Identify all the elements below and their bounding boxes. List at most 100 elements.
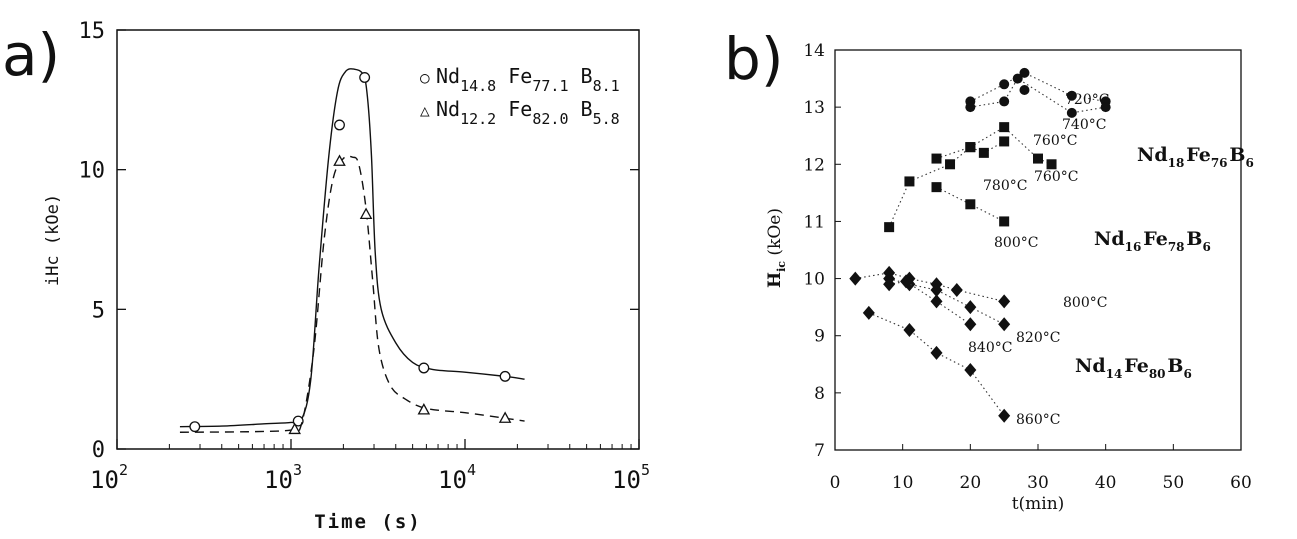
x-tick-label-b: 50 xyxy=(1163,473,1185,493)
x-tick-label-b: 20 xyxy=(960,473,982,493)
data-point-circle-a xyxy=(292,415,304,427)
formula-spacer xyxy=(496,97,508,121)
x-tick-label-a: 103 xyxy=(264,461,302,494)
formula-spacer xyxy=(620,64,632,88)
formula-subscript: 18 xyxy=(1168,156,1185,170)
x-tick-label-b: 30 xyxy=(1027,473,1049,493)
data-point-diamond-b xyxy=(998,294,1011,309)
x-tick-label-b: 40 xyxy=(1095,473,1117,493)
data-point-triangle-a xyxy=(417,403,431,415)
data-point-circle-a xyxy=(418,362,430,374)
composition-label-b: Nd16 Fe78 B6 xyxy=(1094,228,1213,254)
temperature-label-b: 860°C xyxy=(1016,412,1060,428)
x-tick-base-a: 10 xyxy=(264,466,293,494)
data-point-square-b xyxy=(931,182,942,193)
data-point-diamond-b xyxy=(930,294,943,309)
composition-label-b: Nd18 Fe76 B6 xyxy=(1137,144,1256,170)
temperature-label-b: 840°C xyxy=(968,340,1012,356)
formula-subscript: 80 xyxy=(1149,367,1166,381)
legend-marker-a: ○ xyxy=(420,68,430,87)
formula-element: Fe xyxy=(1186,144,1211,166)
data-point-diamond-b xyxy=(930,283,943,297)
data-point-diamond-b xyxy=(903,323,916,337)
formula-spacer xyxy=(568,97,580,121)
data-point-diamond-b xyxy=(950,283,963,297)
data-point-square-b xyxy=(965,199,976,210)
formula-subscript: 16 xyxy=(1125,240,1142,254)
data-point-square-b xyxy=(999,136,1010,147)
y-tick-label-b: 8 xyxy=(814,384,825,404)
formula-element: Nd xyxy=(436,64,460,88)
formula-element: Fe xyxy=(508,64,532,88)
x-tick-label-a: 105 xyxy=(612,461,650,494)
legend-a: ○ Nd14.8 Fe77.1 B8.1 △ Nd12.2 Fe82.0 B5.8 xyxy=(420,64,632,128)
temperature-label-b: 780°C xyxy=(983,178,1027,194)
y-tick-label-b: 10 xyxy=(803,270,825,290)
data-point-circle-a xyxy=(499,370,511,382)
formula-subscript: 5.8 xyxy=(593,110,620,128)
data-point-triangle-a xyxy=(288,422,301,435)
data-point-triangle-a xyxy=(333,154,346,166)
data-point-square-b xyxy=(999,216,1010,227)
x-tick-exp-a: 2 xyxy=(119,461,128,479)
data-point-circle-a xyxy=(334,119,345,131)
y-axis-label-b-sub: ic xyxy=(775,261,788,272)
plot-frame-a xyxy=(116,29,640,450)
data-point-triangle-a xyxy=(359,207,373,220)
data-point-circle-b xyxy=(1019,67,1030,78)
data-point-circle-a xyxy=(189,421,201,433)
formula-subscript: 77.1 xyxy=(532,77,568,95)
data-point-diamond-b xyxy=(883,277,896,292)
formula-element: Nd xyxy=(1094,228,1125,250)
formula-spacer xyxy=(620,97,632,121)
formula-subscript: 8.1 xyxy=(593,77,620,95)
y-tick-label-a: 10 xyxy=(79,159,106,184)
data-point-circle-b xyxy=(1019,85,1030,95)
formula-subscript: 76 xyxy=(1211,156,1228,170)
formula-spacer xyxy=(568,64,580,88)
data-point-circle-b xyxy=(999,96,1010,107)
x-tick-exp-a: 4 xyxy=(467,461,476,479)
y-tick-label-a: 15 xyxy=(79,19,106,44)
temperature-label-b: 720°C xyxy=(1065,92,1109,108)
formula-spacer xyxy=(496,64,508,88)
data-point-diamond-b xyxy=(964,363,977,377)
formula-spacer xyxy=(1192,355,1194,377)
x-axis-label-a: Time (s) xyxy=(314,511,422,533)
data-point-diamond-b xyxy=(998,317,1011,332)
formula-subscript: 82.0 xyxy=(532,110,568,128)
data-point-diamond-b xyxy=(964,300,977,315)
formula-element: B xyxy=(1167,355,1183,377)
temperature-label-b: 800°C xyxy=(1063,295,1107,311)
formula-spacer xyxy=(1211,228,1213,250)
data-point-circle-b xyxy=(1066,107,1077,118)
data-point-diamond-b xyxy=(964,317,977,332)
data-point-square-b xyxy=(978,147,989,158)
data-point-diamond-b xyxy=(900,274,913,289)
data-point-diamond-b xyxy=(930,345,943,360)
temperature-label-b: 760°C xyxy=(1034,169,1078,185)
data-point-square-b xyxy=(999,122,1010,133)
y-tick-label-a: 0 xyxy=(92,438,105,463)
x-tick-base-a: 10 xyxy=(612,466,641,494)
y-tick-label-a: 5 xyxy=(92,298,105,323)
formula-subscript: 6 xyxy=(1183,367,1191,381)
data-point-square-b xyxy=(884,222,895,233)
temperature-label-b: 800°C xyxy=(994,235,1038,251)
formula-element: B xyxy=(581,97,593,121)
formula-element: B xyxy=(1229,144,1245,166)
series-line-b-10 xyxy=(868,312,1005,417)
legend-marker-a: △ xyxy=(420,101,430,120)
data-point-square-b xyxy=(945,159,956,170)
formula-element: Nd xyxy=(436,97,460,121)
composition-label-b: Nd14 Fe80 B6 xyxy=(1075,355,1194,381)
panel-label-b: b) xyxy=(724,25,784,93)
formula-subscript: 14.8 xyxy=(460,77,496,95)
y-axis-label-b: Hic (kOe) xyxy=(765,208,788,288)
data-point-circle-b xyxy=(999,79,1010,90)
temperature-label-b: 760°C xyxy=(1033,133,1077,149)
formula-subscript: 6 xyxy=(1245,156,1253,170)
data-point-diamond-b xyxy=(849,271,862,286)
temperature-label-b: 820°C xyxy=(1016,330,1060,346)
data-point-diamond-b xyxy=(998,408,1011,423)
